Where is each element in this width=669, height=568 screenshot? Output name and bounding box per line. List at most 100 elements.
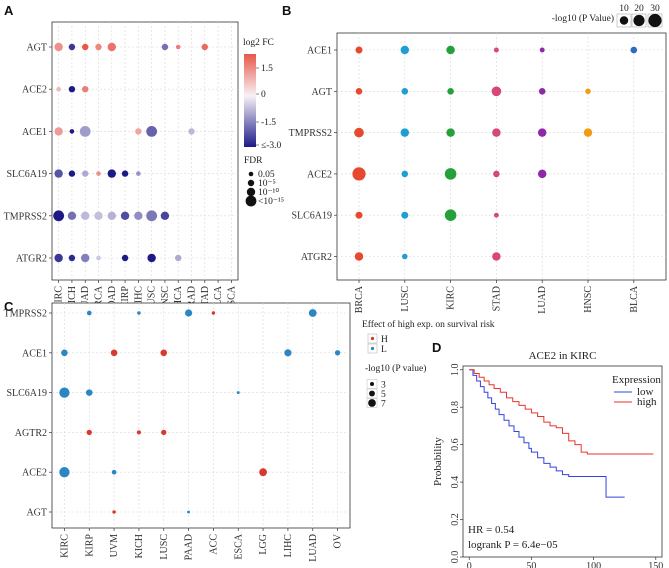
panel-b-point-ace2-brca — [352, 167, 366, 181]
panel-a-ytick-atgr2: ATGR2 — [16, 254, 47, 265]
panel-a-point-ace1-prad — [188, 128, 195, 135]
panel-b-point-ace1-brca — [355, 46, 363, 54]
panel-d-legend-title: Expression — [612, 374, 661, 386]
panel-b-point-slc6a19-stad — [493, 212, 499, 218]
panel-c-point-agt-paad — [187, 510, 191, 514]
panel-a-point-ace1-lihc — [135, 128, 142, 135]
panel-d-hr-text: HR = 0.54 — [468, 524, 515, 536]
panel-a-size-label: 0.05 — [258, 170, 275, 180]
panel-b-point-ace1-stad — [493, 47, 499, 53]
panel-a-size-label: <10⁻¹⁵ — [258, 197, 284, 207]
panel-a-xtick-blca: BLCA — [213, 285, 224, 312]
panel-b-ytick-ace2: ACE2 — [307, 169, 332, 180]
panel-d-frame — [462, 365, 663, 558]
panel-a-point-tmprss2-lihc — [134, 211, 143, 220]
panel-d-label: D — [432, 340, 441, 355]
panel-a-point-agt-stad — [201, 43, 208, 51]
panel-a-xtick-kich: KICH — [67, 286, 78, 310]
panel-a-point-slc6a19-lihc — [136, 171, 141, 176]
panel-d-curve-high — [469, 369, 654, 455]
panel-b-point-slc6a19-kirc — [444, 209, 457, 221]
panel-c-ytick-ace1: ACE1 — [22, 348, 47, 359]
panel-b-point-slc6a19-lusc — [401, 211, 409, 219]
panel-c-size-key — [369, 390, 375, 397]
panel-c-point-tmprss2-acc — [211, 311, 216, 315]
panel-a-point-agt-brca — [95, 43, 102, 51]
panel-c-xtick-lgg: LGG — [258, 534, 269, 555]
panel-a-point-atgr2-brca — [96, 255, 101, 261]
panel-d-ytick: 0.0 — [450, 551, 461, 564]
panel-b-xtick-luad: LUAD — [537, 286, 548, 314]
panel-b-xtick-kirc: KIRC — [446, 286, 457, 310]
panel-a-point-agt-hnsc — [161, 43, 169, 51]
panel-a-ytick-ace1: ACE1 — [22, 127, 47, 138]
panel-c-ytick-slc6a19: SLC6A19 — [6, 388, 47, 399]
panel-c-point-ace1-ov — [334, 350, 341, 356]
panel-b-point-agt-brca — [355, 88, 363, 95]
panel-a-xtick-lihc: LIHC — [133, 286, 144, 310]
panel-d-title: ACE2 in KIRC — [529, 350, 597, 362]
panel-a-point-slc6a19-luad — [82, 170, 89, 177]
panel-b-size-key — [648, 13, 662, 28]
panel-c-point-tmprss2-kirp — [86, 310, 92, 316]
panel-a-point-tmprss2-kich — [67, 211, 77, 220]
panel-a-point-agt-coad — [107, 42, 116, 52]
panel-a-colorbar-label: 0 — [261, 90, 266, 100]
panel-a-point-tmprss2-kirp — [120, 211, 130, 220]
panel-b-point-tmprss2-brca — [354, 127, 364, 138]
panel-d-ytick: 1.0 — [450, 363, 461, 376]
panel-a-point-ace1-luad — [79, 125, 91, 137]
panel-c-xtick-uvm: UVM — [109, 534, 120, 557]
panel-a-size-key — [245, 195, 257, 207]
panel-a-size-title: FDR — [244, 156, 263, 166]
panel-a-point-atgr2-kirc — [54, 253, 63, 263]
panel-c-size-label: 7 — [381, 400, 386, 410]
panel-a-xtick-brca: BRCA — [94, 285, 105, 313]
panel-a-xtick-luad: LUAD — [80, 286, 91, 314]
panel-c-xtick-kirp: KIRP — [84, 534, 95, 557]
panel-a-size-key — [247, 179, 255, 187]
panel-c-effect-key — [370, 346, 375, 351]
panel-c-point-tmprss2-paad — [184, 309, 193, 317]
panel-d-ytick: 0.4 — [450, 476, 461, 489]
panel-b-xtick-brca: BRCA — [354, 285, 365, 313]
panel-b-ytick-ace1: ACE1 — [307, 46, 332, 57]
panel-a-colorbar-label: 1.5 — [261, 64, 273, 74]
panel-b-size-key — [619, 16, 629, 25]
panel-b-point-atgr2-lusc — [402, 253, 408, 260]
panel-a-point-tmprss2-brca — [94, 211, 103, 220]
panel-a-point-agt-luad — [82, 43, 89, 51]
panel-a-point-tmprss2-luad — [81, 211, 90, 220]
panel-b-frame — [336, 32, 667, 281]
panel-a-size-key — [246, 187, 256, 197]
panel-d-xtick: 150 — [648, 561, 663, 568]
panel-b-point-agt-kirc — [447, 88, 454, 95]
panel-a-point-tmprss2-lusc — [146, 210, 158, 222]
panel-c-ytick-ace2: ACE2 — [22, 468, 47, 479]
panel-a-point-tmprss2-coad — [107, 211, 116, 220]
panel-b-point-ace1-lusc — [400, 45, 410, 55]
panel-c-point-agtr2-kich — [136, 430, 141, 435]
panel-label-a: A — [4, 3, 14, 18]
panel-c-frame — [51, 302, 351, 529]
panel-a-ytick-tmprss2: TMPRSS2 — [4, 211, 47, 222]
panel-b-ytick-tmprss2: TMPRSS2 — [289, 128, 332, 139]
panel-c-size-label: 5 — [381, 390, 386, 400]
panel-c-point-agtr2-lusc — [161, 429, 167, 436]
panel-c-ytick-tmprss2: TMPRSS2 — [4, 309, 47, 320]
panel-a-xtick-esca: ESCA — [226, 285, 237, 311]
panel-c-xtick-kirc: KIRC — [59, 534, 70, 558]
panel-a-point-slc6a19-kirp — [121, 170, 129, 177]
panel-c-point-slc6a19-kirp — [85, 389, 93, 396]
panel-a-colorbar-title: log2 FC — [243, 38, 274, 48]
panel-a-ytick-slc6a19: SLC6A19 — [6, 169, 47, 180]
panel-a-point-ace1-kirc — [54, 127, 63, 136]
panel-c-xtick-lusc: LUSC — [159, 534, 170, 560]
panel-c-xtick-ov: OV — [333, 533, 344, 548]
panel-a-point-agt-thca — [175, 44, 181, 50]
panel-c-effect-label: H — [381, 335, 388, 345]
panel-b-point-tmprss2-hnsc — [583, 128, 593, 137]
panel-b-ytick-atgr2: ATGR2 — [301, 252, 332, 263]
panel-d-xtick: 100 — [586, 561, 601, 568]
panel-d-curve-low — [469, 369, 625, 498]
